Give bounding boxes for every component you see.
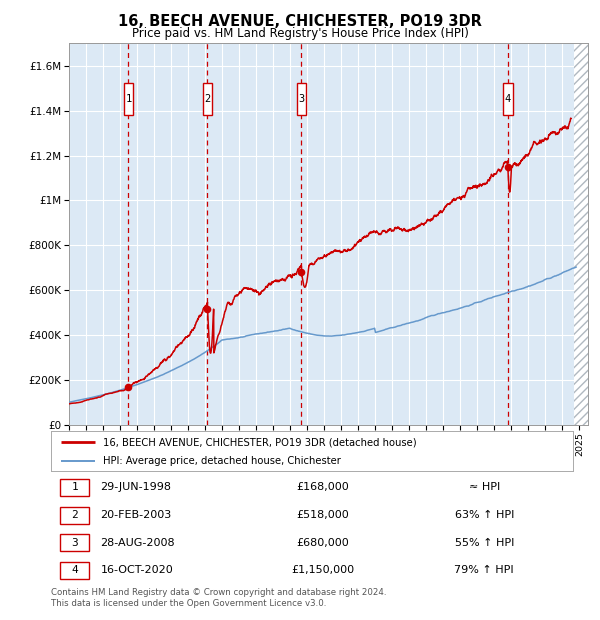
Text: 16-OCT-2020: 16-OCT-2020 — [101, 565, 173, 575]
Text: 2: 2 — [205, 94, 211, 104]
Bar — [503, 82, 512, 115]
Bar — [124, 82, 133, 115]
Text: Contains HM Land Registry data © Crown copyright and database right 2024.: Contains HM Land Registry data © Crown c… — [51, 588, 386, 597]
Bar — [203, 82, 212, 115]
Text: 16, BEECH AVENUE, CHICHESTER, PO19 3DR (detached house): 16, BEECH AVENUE, CHICHESTER, PO19 3DR (… — [103, 437, 417, 447]
Text: 1: 1 — [125, 94, 131, 104]
Text: 63% ↑ HPI: 63% ↑ HPI — [455, 510, 514, 520]
Text: 28-AUG-2008: 28-AUG-2008 — [101, 538, 175, 547]
Text: Price paid vs. HM Land Registry's House Price Index (HPI): Price paid vs. HM Land Registry's House … — [131, 27, 469, 40]
Bar — [574, 43, 588, 425]
Bar — [61, 534, 89, 551]
Text: £168,000: £168,000 — [296, 482, 349, 492]
Bar — [61, 507, 89, 524]
Text: £680,000: £680,000 — [296, 538, 349, 547]
Bar — [296, 82, 306, 115]
Text: This data is licensed under the Open Government Licence v3.0.: This data is licensed under the Open Gov… — [51, 599, 326, 608]
Text: ≈ HPI: ≈ HPI — [469, 482, 500, 492]
Text: 4: 4 — [505, 94, 511, 104]
Text: 3: 3 — [71, 538, 78, 547]
Text: HPI: Average price, detached house, Chichester: HPI: Average price, detached house, Chic… — [103, 456, 341, 466]
Text: 2: 2 — [71, 510, 78, 520]
Bar — [61, 479, 89, 496]
Text: 20-FEB-2003: 20-FEB-2003 — [101, 510, 172, 520]
Text: 16, BEECH AVENUE, CHICHESTER, PO19 3DR: 16, BEECH AVENUE, CHICHESTER, PO19 3DR — [118, 14, 482, 29]
Text: 29-JUN-1998: 29-JUN-1998 — [101, 482, 172, 492]
Text: £1,150,000: £1,150,000 — [291, 565, 354, 575]
Text: 79% ↑ HPI: 79% ↑ HPI — [454, 565, 514, 575]
Text: 1: 1 — [71, 482, 78, 492]
Bar — [61, 562, 89, 579]
Text: £518,000: £518,000 — [296, 510, 349, 520]
Text: 3: 3 — [298, 94, 305, 104]
Text: 4: 4 — [71, 565, 78, 575]
Text: 55% ↑ HPI: 55% ↑ HPI — [455, 538, 514, 547]
